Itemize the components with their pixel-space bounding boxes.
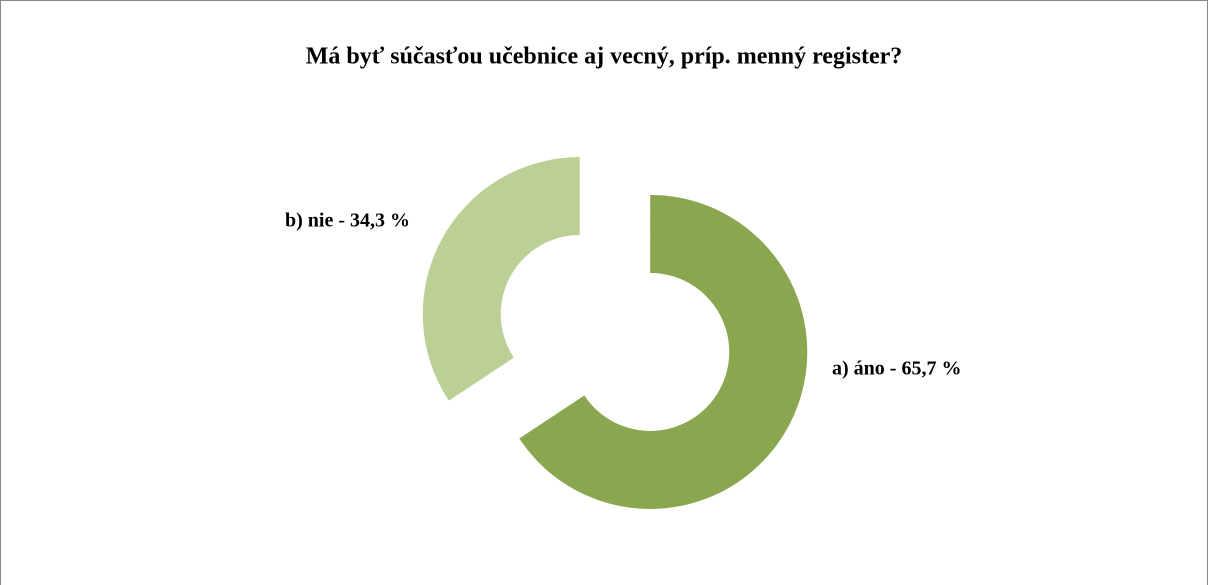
data-label: a) áno - 65,7 %: [832, 358, 961, 380]
donut-slice: [422, 157, 580, 401]
donut-slice: [519, 194, 808, 509]
chart-title: Má byť súčasťou učebnice aj vecný, príp.…: [306, 44, 903, 70]
data-label: b) nie - 34,3 %: [285, 210, 410, 232]
